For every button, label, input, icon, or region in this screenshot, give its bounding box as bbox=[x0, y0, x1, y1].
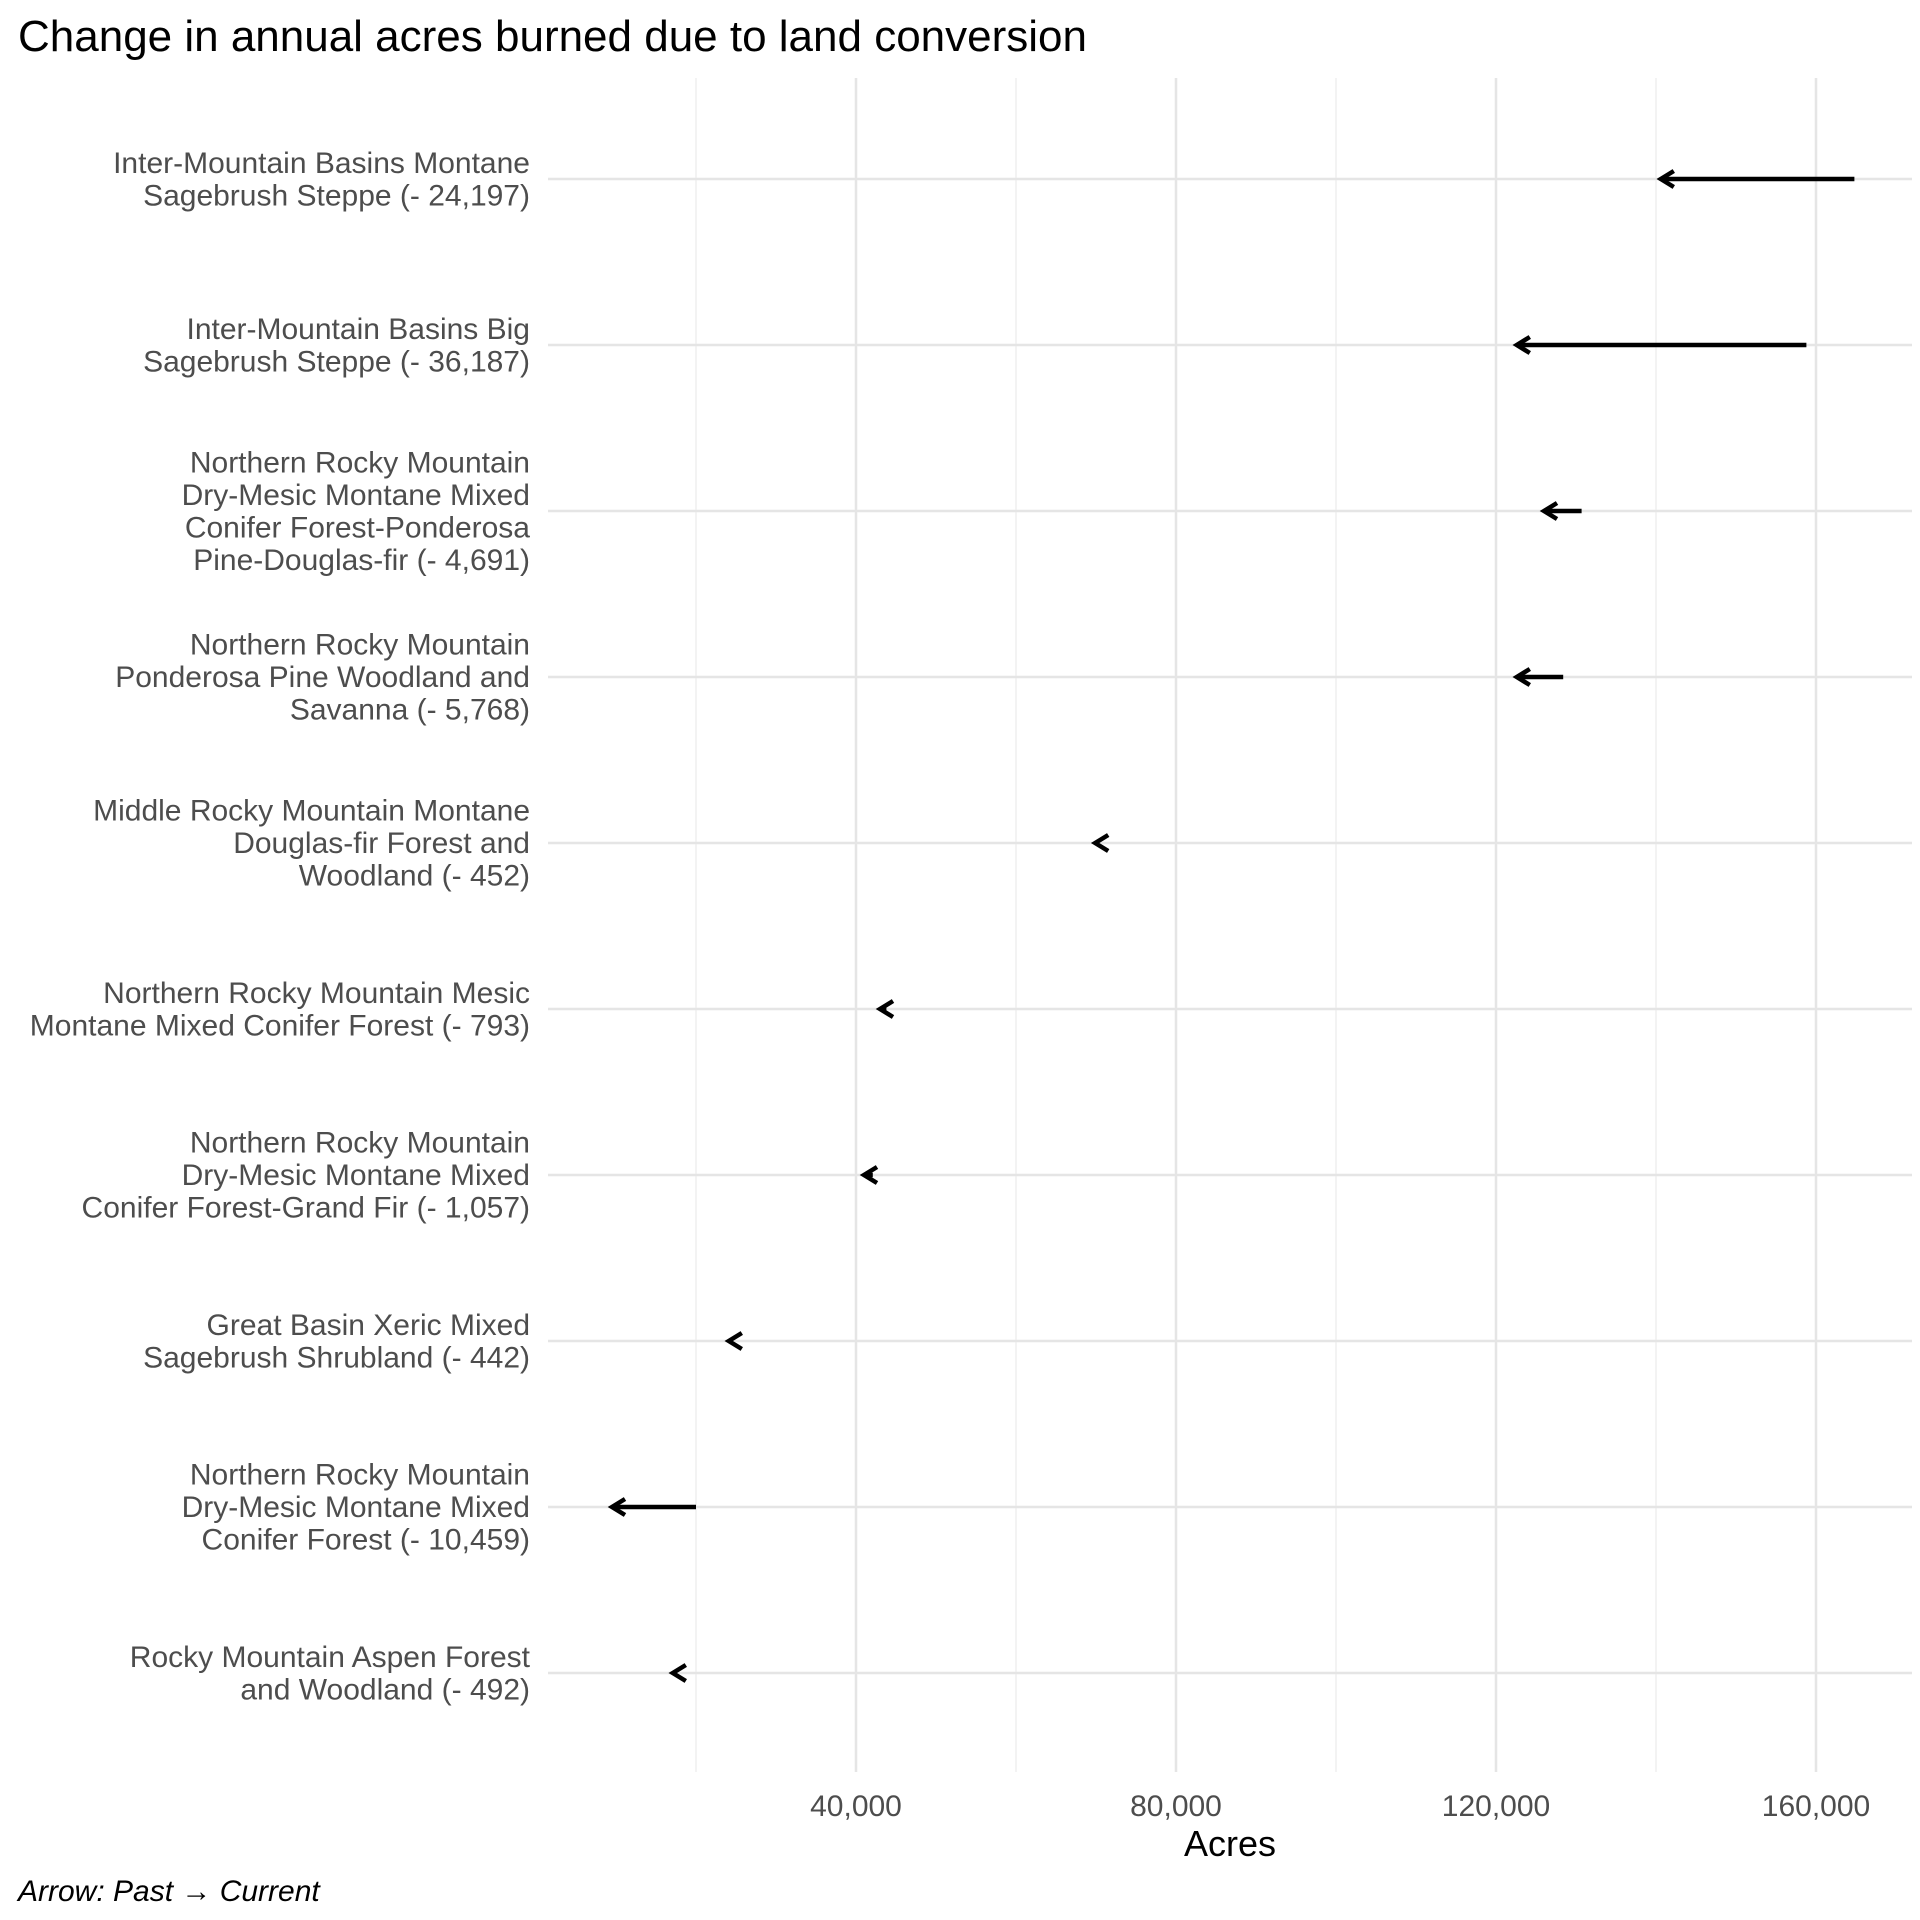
category-label-8-line-1: Dry-Mesic Montane Mixed bbox=[182, 1491, 530, 1524]
arrow-head-2 bbox=[1539, 501, 1559, 521]
arrow-1 bbox=[1512, 335, 1807, 355]
category-label-3-line-2: Savanna (- 5,768) bbox=[290, 694, 530, 727]
category-label-6-line-2: Conifer Forest-Grand Fir (- 1,057) bbox=[82, 1192, 530, 1225]
category-label-3-line-0: Northern Rocky Mountain bbox=[190, 629, 530, 662]
category-label-2-line-1: Dry-Mesic Montane Mixed bbox=[182, 479, 530, 512]
category-label-1-line-1: Sagebrush Steppe (- 36,187) bbox=[143, 345, 530, 378]
category-label-3-line-1: Ponderosa Pine Woodland and bbox=[115, 661, 530, 694]
grid-major bbox=[854, 78, 1818, 1772]
arrow-head-9 bbox=[668, 1663, 687, 1683]
arrow-head-0 bbox=[1656, 169, 1675, 189]
arrow-head-8 bbox=[607, 1497, 627, 1517]
x-axis-title: Acres bbox=[1184, 1823, 1276, 1864]
category-label-7-line-0: Great Basin Xeric Mixed bbox=[207, 1309, 530, 1342]
row-gridlines bbox=[548, 177, 1912, 1675]
grid-minor bbox=[695, 78, 1657, 1772]
arrow-3 bbox=[1512, 667, 1564, 687]
category-label-0-line-0: Inter-Mountain Basins Montane bbox=[113, 147, 530, 180]
category-label-4-line-1: Douglas-fir Forest and bbox=[233, 827, 530, 860]
category-label-1-line-0: Inter-Mountain Basins Big bbox=[186, 313, 530, 346]
x-tick-label-2: 120,000 bbox=[1442, 1790, 1550, 1823]
category-label-0-line-1: Sagebrush Steppe (- 24,197) bbox=[143, 179, 530, 212]
category-label-6-line-0: Northern Rocky Mountain bbox=[190, 1127, 530, 1160]
arrow-head-3 bbox=[1512, 667, 1531, 687]
category-label-9-line-0: Rocky Mountain Aspen Forest bbox=[130, 1641, 531, 1674]
arrow-9 bbox=[668, 1663, 687, 1683]
arrow-7 bbox=[724, 1331, 743, 1351]
arrow-4 bbox=[1090, 833, 1110, 853]
category-label-6-line-1: Dry-Mesic Montane Mixed bbox=[182, 1159, 530, 1192]
arrow-0 bbox=[1656, 169, 1855, 189]
category-label-8-line-2: Conifer Forest (- 10,459) bbox=[202, 1524, 530, 1557]
category-label-5-line-1: Montane Mixed Conifer Forest (- 793) bbox=[30, 1009, 530, 1042]
category-label-4-line-0: Middle Rocky Mountain Montane bbox=[93, 795, 530, 828]
arrow-head-5 bbox=[875, 999, 895, 1019]
category-label-2-line-0: Northern Rocky Mountain bbox=[190, 446, 530, 479]
category-label-2-line-3: Pine-Douglas-fir (- 4,691) bbox=[193, 544, 530, 577]
x-tick-label-3: 160,000 bbox=[1762, 1790, 1870, 1823]
arrow-head-1 bbox=[1512, 335, 1531, 355]
x-tick-label-0: 40,000 bbox=[810, 1790, 902, 1823]
chart-caption: Arrow: Past → Current bbox=[18, 1875, 320, 1908]
category-label-7-line-1: Sagebrush Shrubland (- 442) bbox=[143, 1341, 530, 1374]
category-label-4-line-2: Woodland (- 452) bbox=[299, 860, 530, 893]
arrow-head-4 bbox=[1090, 833, 1110, 853]
category-label-8-line-0: Northern Rocky Mountain bbox=[190, 1459, 530, 1492]
arrow-head-7 bbox=[724, 1331, 743, 1351]
arrow-2 bbox=[1539, 501, 1582, 521]
arrow-8 bbox=[607, 1497, 696, 1517]
category-label-5-line-0: Northern Rocky Mountain Mesic bbox=[103, 977, 530, 1010]
arrow-5 bbox=[875, 999, 895, 1019]
category-label-9-line-1: and Woodland (- 492) bbox=[240, 1673, 530, 1706]
x-tick-label-1: 80,000 bbox=[1130, 1790, 1222, 1823]
chart-title: Change in annual acres burned due to lan… bbox=[18, 12, 1087, 61]
x-tick-labels: 40,000 80,000 120,000 160,000 bbox=[810, 1790, 1870, 1823]
arrow-series bbox=[607, 169, 1855, 1683]
arrow-6 bbox=[859, 1165, 879, 1185]
arrow-head-6 bbox=[859, 1165, 879, 1185]
category-label-2-line-2: Conifer Forest-Ponderosa bbox=[185, 511, 530, 544]
